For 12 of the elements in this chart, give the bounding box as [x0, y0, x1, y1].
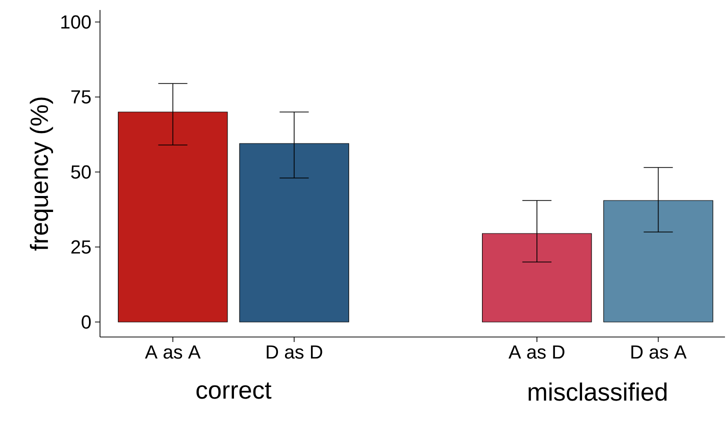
- x-tick-label: A as A: [144, 346, 201, 359]
- y-axis-title: frequency (%): [30, 98, 54, 251]
- y-tick-label: 50: [71, 165, 91, 179]
- x-tick-label: D as D: [266, 346, 322, 359]
- text: correct: [196, 382, 272, 399]
- x-tick-label: D as A: [631, 346, 687, 359]
- y-tick-label: 100: [61, 15, 91, 29]
- x-tick-label: A as D: [508, 346, 564, 359]
- y-tick-label: 75: [71, 90, 91, 104]
- y-tick-label: 25: [71, 240, 91, 254]
- y-tick-label: 0: [82, 315, 91, 329]
- text: misclassified: [528, 382, 667, 401]
